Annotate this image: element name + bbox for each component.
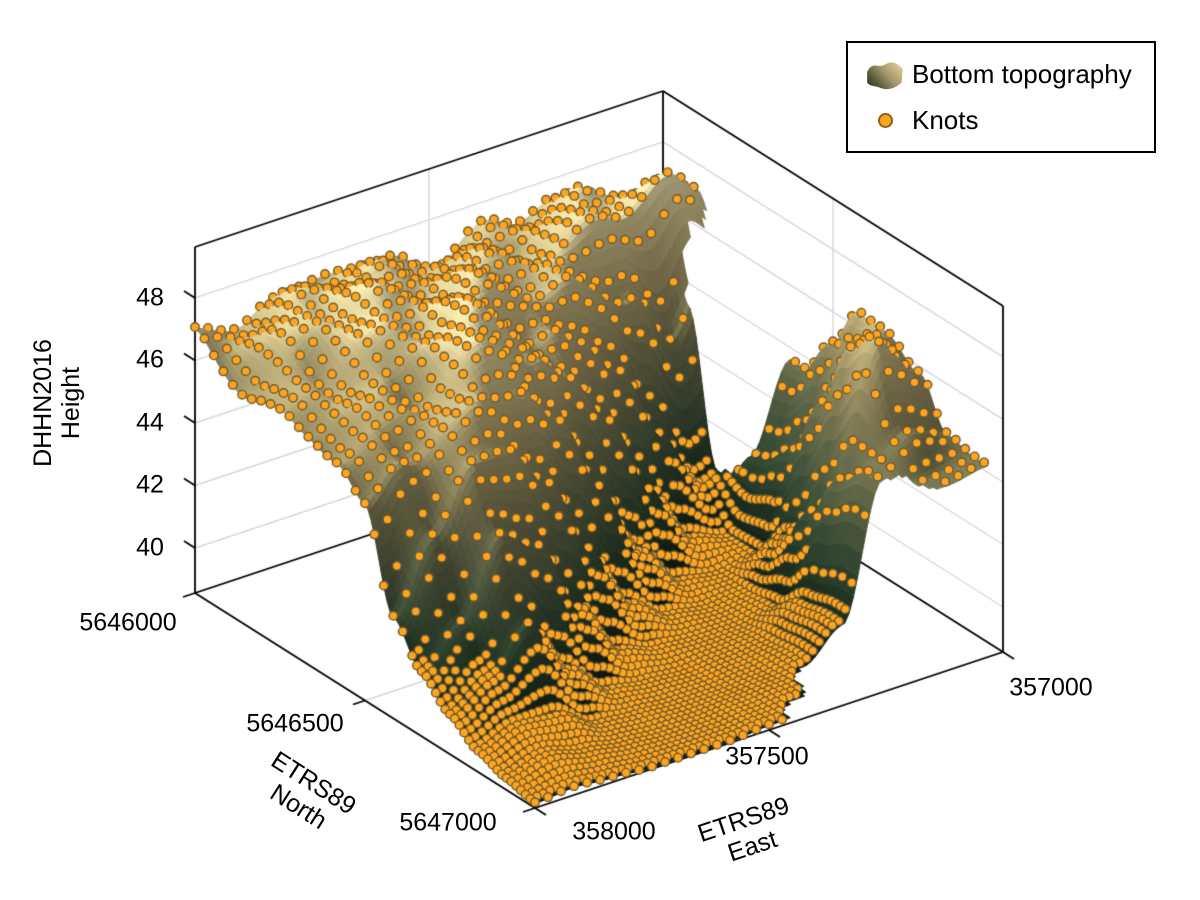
- z-axis-title-line1: DHHN2016: [29, 339, 57, 467]
- z-tick-label-40: 40: [136, 533, 164, 562]
- legend-row-knots: Knots: [858, 97, 1144, 143]
- y-tick-label-5646500: 5646500: [246, 709, 344, 737]
- z-axis-title: DHHN2016 Height: [29, 339, 85, 467]
- x-tick-label-358000: 358000: [572, 817, 656, 846]
- z-tick-label-42: 42: [136, 470, 164, 499]
- y-tick-label-5647000: 5647000: [399, 808, 497, 837]
- knot-dot-icon: [858, 112, 912, 128]
- z-tick-label-44: 44: [136, 408, 164, 437]
- x-tick-label-357000: 357000: [1009, 673, 1093, 702]
- z-tick-label-48: 48: [136, 283, 164, 312]
- surface-swatch-icon: [858, 55, 912, 93]
- knot-dot: [877, 112, 893, 128]
- y-tick-label-5646000: 5646000: [79, 608, 177, 637]
- z-axis-title-line2: Height: [57, 366, 85, 440]
- legend: Bottom topography Knots: [846, 41, 1156, 153]
- x-tick-label-357500: 357500: [725, 742, 809, 771]
- legend-row-bottom-topography: Bottom topography: [858, 51, 1144, 97]
- legend-label-bottom-topography: Bottom topography: [912, 58, 1132, 89]
- z-tick-label-46: 46: [136, 345, 164, 374]
- surface-swatch-svg: [867, 62, 903, 90]
- legend-label-knots: Knots: [912, 104, 979, 135]
